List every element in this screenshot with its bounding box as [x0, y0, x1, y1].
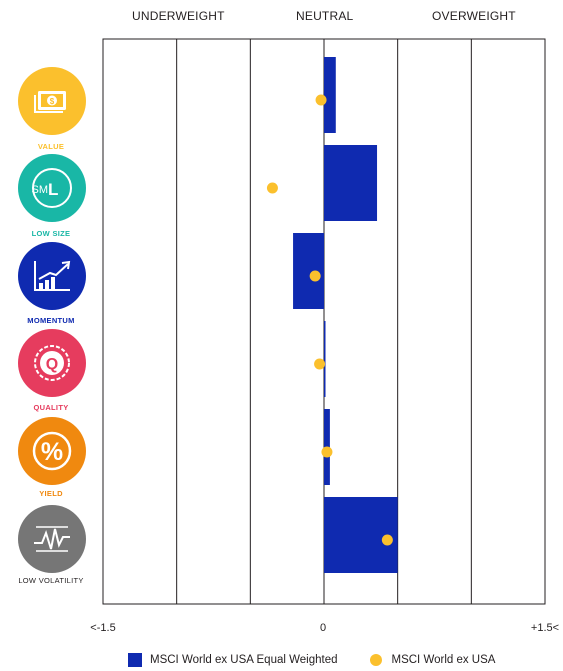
bar-low-size — [324, 145, 378, 221]
x-tick-max: +1.5< — [530, 622, 560, 634]
bar-quality — [324, 321, 326, 397]
svg-text:Q: Q — [46, 356, 58, 373]
svg-text:L: L — [48, 180, 58, 199]
legend-bar-swatch — [128, 653, 142, 667]
size-sml-icon: SM L — [18, 154, 86, 222]
dot-value — [315, 94, 327, 106]
x-tick-zero: 0 — [319, 622, 327, 634]
dot-yield — [321, 446, 333, 458]
header-overweight: OVERWEIGHT — [432, 9, 516, 23]
dot-momentum — [309, 270, 321, 282]
legend: MSCI World ex USA Equal Weighted MSCI Wo… — [128, 653, 495, 667]
percent-icon: % — [18, 417, 86, 485]
factor-label-value: VALUE — [37, 142, 65, 151]
bar-momentum — [293, 233, 324, 309]
quality-badge-icon: Q — [18, 329, 86, 397]
dot-low-size — [266, 182, 278, 194]
factor-label-momentum: MOMENTUM — [27, 316, 75, 325]
header-underweight: UNDERWEIGHT — [132, 9, 225, 23]
x-tick-min: <-1.5 — [90, 622, 116, 634]
factor-label-quality: QUALITY — [33, 403, 69, 412]
factor-label-low-volatility: LOW VOLATILITY — [18, 576, 84, 585]
legend-dot-label: MSCI World ex USA — [391, 654, 496, 666]
bar-value — [324, 57, 336, 133]
svg-text:$: $ — [50, 97, 55, 106]
factor-label-low-size: LOW SIZE — [31, 229, 71, 238]
factor-label-yield: YIELD — [39, 489, 63, 498]
dot-quality — [314, 358, 326, 370]
legend-bar-label: MSCI World ex USA Equal Weighted — [150, 654, 338, 666]
money-bill-icon: $ — [18, 67, 86, 135]
svg-text:SM: SM — [32, 184, 49, 196]
legend-dot-swatch — [369, 654, 382, 666]
header-neutral: NEUTRAL — [296, 9, 354, 23]
trend-chart-icon — [18, 242, 86, 310]
svg-text:%: % — [41, 438, 63, 466]
volatility-wave-icon — [18, 505, 86, 573]
dot-low-volatility — [381, 534, 393, 546]
